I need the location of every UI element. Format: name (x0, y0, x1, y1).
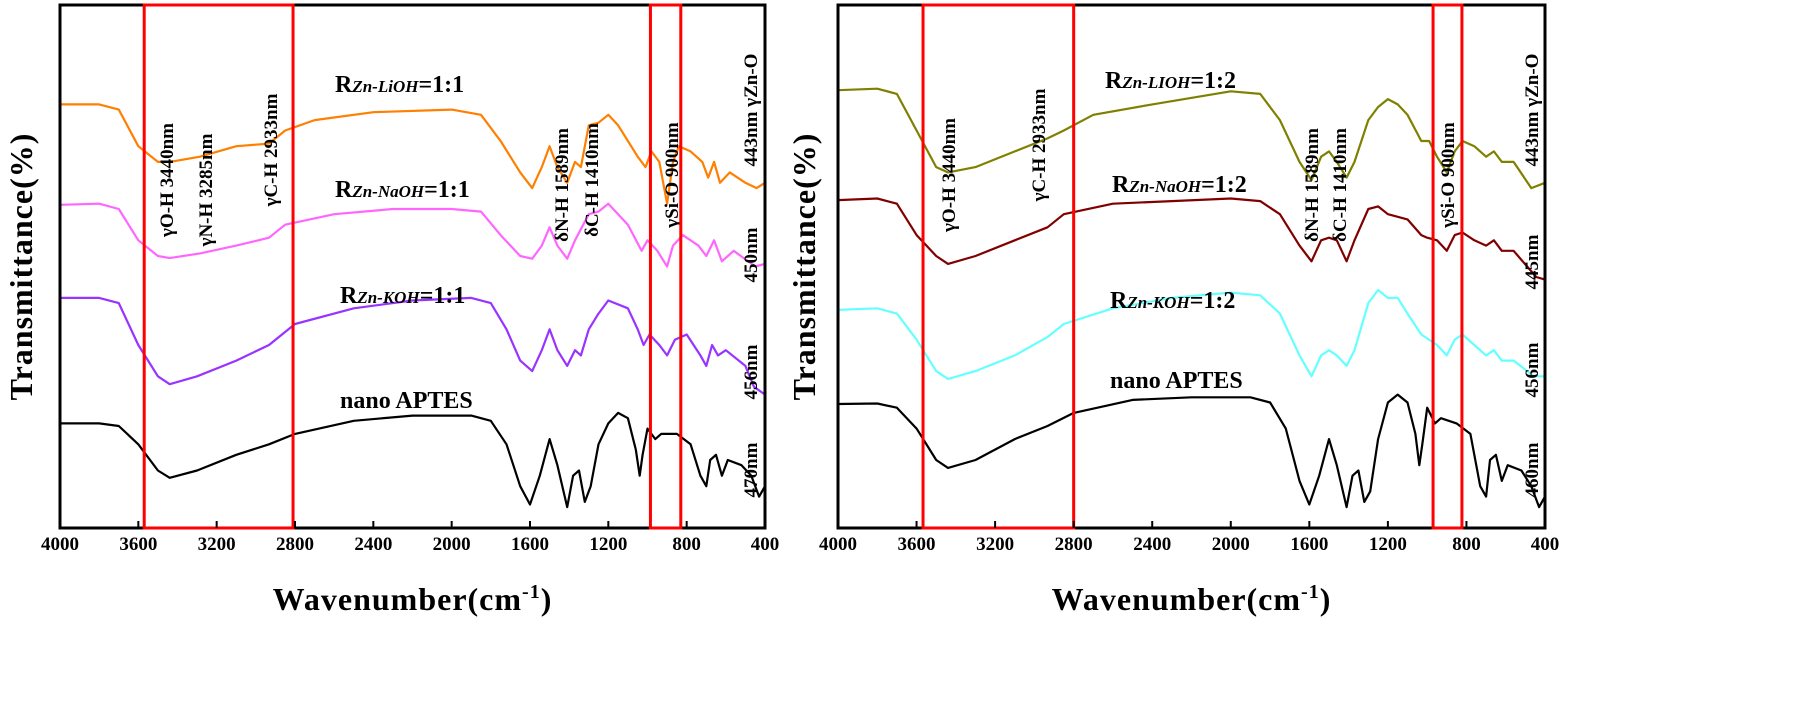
peak-label: 470nm (741, 442, 762, 497)
series-label: nano APTES (1110, 368, 1243, 394)
band-annotation: γC-H 2933nm (1029, 88, 1050, 202)
x-tick-label: 1200 (589, 534, 627, 555)
x-tick-label: 1200 (1369, 534, 1407, 555)
x-axis-title: Wavenumber(cm-1) (273, 581, 553, 617)
band-annotation: 443nm γZn-O (741, 54, 762, 167)
series-line (60, 411, 766, 509)
highlight-region (1431, 3, 1464, 530)
chart-panel-1: RZn-LiOH=1:1 RZn-NaOH=1:1 450nm RZn-KOH=1:1… (3, 3, 780, 617)
x-tick-label: 1600 (511, 534, 549, 555)
x-tick-label: 800 (672, 534, 701, 555)
series-line (837, 288, 1545, 380)
series-line (837, 393, 1546, 509)
x-tick-label: 3200 (198, 534, 236, 555)
series-label: RZn-KOH=1:1 (340, 283, 465, 309)
series-line (60, 296, 766, 396)
band-annotation: 443nm γZn-O (1522, 54, 1543, 167)
band-annotation: δC-H 1410nm (582, 123, 603, 237)
x-tick-label: 2400 (1133, 534, 1171, 555)
y-axis-title: Transmittance(%) (786, 133, 822, 401)
peak-label: 456nm (741, 344, 762, 399)
peak-label: 460nm (1522, 442, 1543, 497)
series-label: RZn-LiOH=1:1 (335, 72, 464, 98)
series-line (837, 87, 1546, 190)
series-label: nano APTES (340, 388, 473, 414)
band-annotation: γN-H 3285nm (196, 133, 217, 247)
band-annotation: δN-H 1589nm (552, 128, 573, 242)
x-tick-label: 400 (1531, 534, 1560, 555)
x-tick-label: 4000 (819, 534, 857, 555)
band-annotation: γSi-O 900nm (1438, 122, 1459, 229)
peak-label: 445nm (1522, 234, 1543, 289)
x-tick-label: 2000 (433, 534, 471, 555)
band-annotation: δN-H 1589nm (1302, 128, 1323, 242)
x-tick-label: 4000 (41, 534, 79, 555)
band-annotation: γO-H 3440nm (157, 123, 178, 238)
x-tick-label: 3600 (119, 534, 157, 555)
series-label: RZn-LIOH=1:2 (1105, 68, 1236, 94)
peak-label: 456nm (1522, 342, 1543, 397)
x-tick-label: 2000 (1212, 534, 1250, 555)
peak-label: 450nm (741, 227, 762, 282)
series-label: RZn-NaOH=1:1 (335, 177, 470, 203)
chart-panel-2: RZn-LIOH=1:2 RZn-NaOH=1:2 445nm RZn-KOH=1:2… (786, 3, 1560, 617)
plot-frame (836, 3, 1547, 530)
band-annotation: γC-H 2933nm (261, 93, 282, 207)
band-annotation: γSi-O 900nm (662, 122, 683, 229)
series-line (59, 202, 766, 268)
series-line (837, 197, 1546, 281)
x-tick-label: 3600 (898, 534, 936, 555)
band-annotation: γO-H 3440nm (939, 118, 960, 233)
x-tick-label: 2400 (354, 534, 392, 555)
x-tick-label: 2800 (276, 534, 314, 555)
x-tick-label: 2800 (1055, 534, 1093, 555)
highlight-region (648, 3, 683, 530)
x-axis-title: Wavenumber(cm-1) (1052, 581, 1332, 617)
x-tick-label: 3200 (976, 534, 1014, 555)
band-annotation: δC-H 1410nm (1330, 128, 1351, 242)
series-label: RZn-NaOH=1:2 (1112, 172, 1247, 198)
series-label: RZn-KOH=1:2 (1110, 288, 1235, 314)
series-line (60, 103, 766, 205)
highlight-region (921, 3, 1076, 530)
highlight-region (142, 3, 295, 530)
y-axis-title: Transmittance(%) (3, 133, 39, 401)
plot-frame (58, 3, 767, 530)
x-tick-label: 1600 (1290, 534, 1328, 555)
x-tick-label: 400 (751, 534, 780, 555)
x-tick-label: 800 (1452, 534, 1481, 555)
